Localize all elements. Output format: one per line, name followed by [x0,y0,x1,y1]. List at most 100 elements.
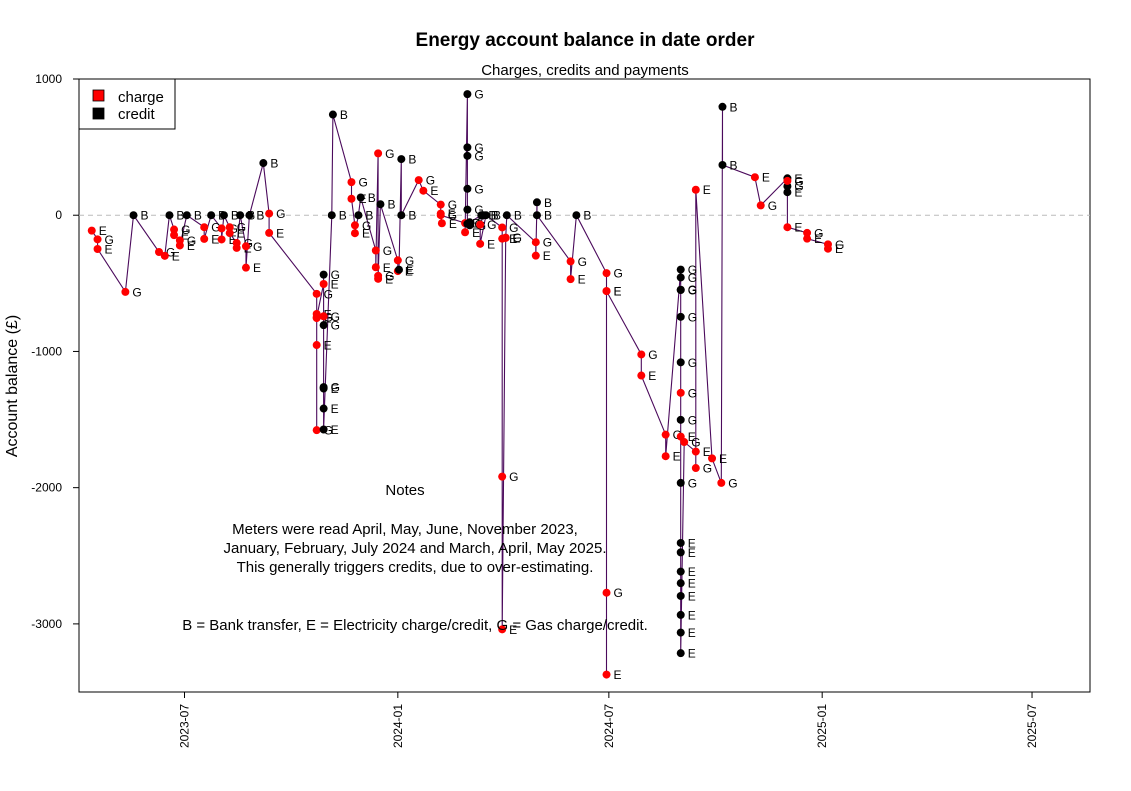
point-label: E [688,647,696,661]
point-label: E [405,265,413,279]
point-label: G [474,141,483,155]
data-point-credit [463,143,472,152]
data-point-charge [803,228,812,237]
point-label: G [688,283,697,297]
data-point-charge [414,176,423,185]
point-label: E [614,285,622,299]
point-label: G [276,207,285,221]
point-label: E [513,231,521,245]
point-label: E [237,227,245,241]
data-point-charge [319,312,328,321]
data-point-charge [602,287,611,296]
data-point-credit [676,478,685,487]
data-point-credit [463,151,472,160]
data-point-charge [93,245,102,254]
data-point-charge [691,464,700,473]
plot-frame [78,78,1091,693]
data-point-credit [676,649,685,658]
data-point-credit [397,211,406,220]
point-label: G [648,348,657,362]
point-label: G [688,476,697,490]
data-point-charge [823,244,832,253]
data-point-charge [347,178,356,187]
point-label: B [408,153,416,167]
data-point-charge [200,223,209,232]
data-point-charge [312,289,321,298]
point-label: E [648,369,656,383]
point-label: E [448,207,456,221]
data-point-credit [376,200,385,209]
point-label: E [406,263,414,277]
data-point-charge [436,200,445,209]
data-point-charge [602,588,611,597]
data-point-charge [87,226,96,235]
point-label: G [513,231,522,245]
point-label: G [474,182,483,196]
data-point-charge [371,246,380,255]
data-point-charge [200,234,209,243]
data-point-charge [170,231,179,240]
data-point-credit [245,211,254,220]
data-point-charge [154,248,163,257]
data-point-charge [217,235,226,244]
point-label: G [474,203,483,217]
data-point-charge [350,229,359,238]
point-label: E [578,273,586,287]
data-point-charge [121,287,130,296]
data-point-credit [463,184,472,193]
point-label: G [385,269,394,283]
data-point-charge [756,201,765,210]
data-point-credit [502,211,511,220]
x-tick-label: 2025-07 [1025,704,1039,748]
data-point-credit [676,286,685,295]
data-point-charge [708,454,717,463]
point-label: E [688,626,696,640]
legend-swatch-credit [92,107,105,120]
point-label: G [688,284,697,298]
data-point-credit [397,155,406,164]
data-point-charge [393,256,402,265]
legend-label-credit: credit [118,106,156,123]
data-point-charge [265,228,274,237]
point-label: G [253,240,262,254]
data-point-charge [374,149,383,158]
point-label: E [703,183,711,197]
x-tick-label: 2023-07 [178,704,192,748]
point-label: E [794,172,802,186]
point-label: B [514,209,522,223]
data-point-charge [170,225,179,234]
point-label: G [187,234,196,248]
y-tick-label: -3000 [31,617,62,631]
data-point-credit [676,538,685,547]
data-point-charge [661,452,670,461]
y-axis-label: Account balance (£) [4,315,21,457]
point-label: G [385,147,394,161]
point-label: B [491,209,499,223]
data-point-credit [319,404,328,413]
data-point-charge [531,251,540,260]
point-label: G [362,219,371,233]
data-point-charge [225,223,234,232]
point-label: E [449,217,457,231]
point-label: E [472,217,480,231]
legend-label-charge: charge [118,89,164,106]
point-label: B [368,191,376,205]
point-label: E [331,423,339,437]
point-label: B [488,209,496,223]
point-label: G [509,470,518,484]
point-label: E [385,272,393,286]
point-label: E [331,278,339,292]
plot-area: -3000 -2000 -1000 0 1000 2023-07 2024-01 2024-0… [31,72,1091,748]
point-label: G [358,176,367,190]
data-point-charge [312,426,321,435]
data-point-credit [676,628,685,637]
data-point-charge [371,263,380,272]
data-point-credit [319,321,328,330]
point-label: G [331,319,340,333]
point-label: E [324,312,332,326]
data-point-credit [207,211,216,220]
point-label: E [614,668,622,682]
data-point-charge [312,313,321,322]
data-point-charge [347,194,356,203]
legend-box [78,78,176,130]
